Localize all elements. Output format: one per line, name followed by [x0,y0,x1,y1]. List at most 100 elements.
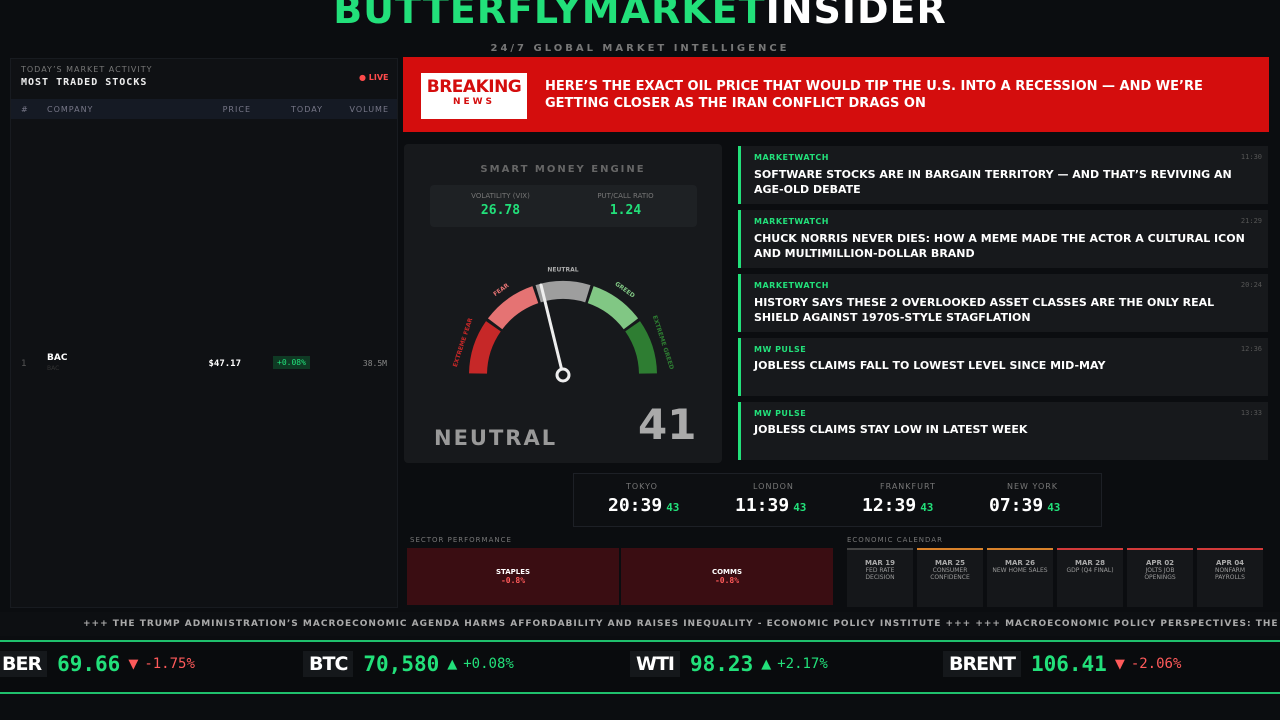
price-change: +0.08% [463,656,514,672]
price-item[interactable]: BRENT 106.41 ▼ -2.06% [943,651,1181,677]
rank: 1 [21,359,27,369]
column-header: TODAY [291,105,323,114]
news-headline: SOFTWARE STOCKS ARE IN BARGAIN TERRITORY… [754,168,1232,196]
calendar-event[interactable]: MAR 25 CONSUMER CONFIDENCE [917,548,983,607]
news-item[interactable]: MARKETWATCH 11:30 SOFTWARE STOCKS ARE IN B… [738,146,1268,204]
stock-row[interactable]: 1 BAC BAC $47.17 +0.08% 38.5M [11,351,397,377]
price-arrow: ▼ [1114,656,1125,672]
column-header: VOLUME [349,105,389,114]
news-item[interactable]: MW PULSE 12:36 JOBLESS CLAIMS FALL TO LOWE… [738,338,1268,396]
clock-time-row: 20:39 43 [608,495,679,516]
price-change: -1.75% [144,656,195,672]
column-header: # [21,105,29,114]
gauge-needle [539,283,565,377]
news-item[interactable]: MW PULSE 13:33 JOBLESS CLAIMS STAY LOW IN … [738,402,1268,460]
news-ticker: +++ THE TRUMP ADMINISTRATION’S MACROECON… [0,612,1280,636]
clock-seconds: 43 [793,501,807,514]
column-header: PRICE [222,105,251,114]
zone-label: FEAR [492,282,511,298]
price-item[interactable]: WTI 98.23 ▲ +2.17% [630,651,828,677]
clock-seconds: 43 [666,501,680,514]
table-header: # COMPANY PRICE TODAY VOLUME [11,99,397,119]
news-headline: JOBLESS CLAIMS STAY LOW IN LATEST WEEK [754,423,1028,436]
sector-name: STAPLES [495,568,531,576]
price-item[interactable]: BER 69.66 ▼ -1.75% [0,651,195,677]
event-date: APR 04 [1215,559,1245,567]
breaking-banner[interactable]: BREAKING NEWS HERE’S THE EXACT OIL PRICE… [403,57,1269,132]
clock-seconds: 43 [1047,501,1061,514]
price-ticker: BER 69.66 ▼ -1.75% BTC 70,580 ▲ +0.08% WTI 98.23 ▲… [0,640,1280,694]
calendar-event[interactable]: MAR 19 FED RATE DECISION [847,548,913,607]
price-arrow: ▲ [761,656,772,672]
news-source: MARKETWATCH [754,281,829,290]
sector-change: -0.8% [714,576,740,585]
clock-city: NEW YORK [1007,482,1059,491]
clock: TOKYO 20:39 43 [604,474,714,526]
news-item[interactable]: MARKETWATCH 21:29 CHUCK NORRIS NEVER DIES:… [738,210,1268,268]
panel-title: MOST TRADED STOCKS [21,77,148,88]
gauge-hub [555,367,571,383]
stocks-panel: TODAY’S MARKET ACTIVITY MOST TRADED STOC… [10,58,398,608]
sentiment: NEUTRAL [434,426,558,450]
sector-tile[interactable]: COMMS -0.8% [621,548,833,605]
symbol: BAC [47,353,68,363]
price-arrow: ▼ [128,656,139,672]
event-date: MAR 19 [865,559,895,567]
calendar-event[interactable]: MAR 28 GDP (Q4 FINAL) [1057,548,1123,607]
world-clocks: TOKYO 20:39 43 LONDON 11:39 43 FRANKFURT 12:39 4… [573,473,1102,527]
price-value: 70,580 [363,652,440,676]
gauge-segment [487,286,539,330]
event-date: MAR 28 [1075,559,1105,567]
news-time: 12:36 [1240,345,1262,353]
live-label: LIVE [368,73,389,82]
calendar-event[interactable]: APR 02 JOLTS JOB OPENINGS [1127,548,1193,607]
sector-title: SECTOR PERFORMANCE [410,536,512,544]
gauge-title: SMART MONEY ENGINE [480,164,646,175]
event-date: MAR 25 [935,559,965,567]
news-item[interactable]: MARKETWATCH 20:24 HISTORY SAYS THESE 2 OVE… [738,274,1268,332]
badge-top: BREAKING [426,77,522,97]
kicker: TODAY’S MARKET ACTIVITY [21,65,153,74]
calendar-event[interactable]: MAR 26 NEW HOME SALES [987,548,1053,607]
price-value: 69.66 [57,652,121,676]
tagline: 24/7 GLOBAL MARKET INTELLIGENCE [490,43,790,54]
sector-change: -0.8% [500,576,526,585]
price-change: +2.17% [777,656,828,672]
volume: 38.5M [362,359,387,368]
clock-time: 20:39 [608,495,663,516]
sector-tile[interactable]: STAPLES -0.8% [407,548,619,605]
brand-accent: INSIDER [765,0,947,32]
event-name: JOLTS JOB OPENINGS [1144,567,1176,581]
metric-label: VOLATILITY (VIX) [471,192,530,200]
event-date: MAR 26 [1005,559,1035,567]
price-item[interactable]: BTC 70,580 ▲ +0.08% [303,651,514,677]
calendar-event[interactable]: APR 04 NONFARM PAYROLLS [1197,548,1263,607]
live-indicator: ● LIVE [359,73,389,82]
breaking-headline: HERE’S THE EXACT OIL PRICE THAT WOULD TI… [545,79,1203,111]
price: $47.17 [208,359,241,369]
metric-value: 26.78 [480,203,521,218]
badge-bottom: NEWS [452,97,496,107]
news-time: 13:33 [1240,409,1262,417]
gauge-segment [535,281,591,303]
metrics-box: VOLATILITY (VIX) 26.78 PUT/CALL RATIO 1.24 [430,185,697,227]
event-name: CONSUMER CONFIDENCE [930,567,970,581]
event-name: NEW HOME SALES [992,567,1048,574]
price-symbol: BER [0,651,48,677]
gauge-panel: SMART MONEY ENGINE VOLATILITY (VIX) 26.78… [404,144,722,463]
metric-label: PUT/CALL RATIO [597,192,654,200]
price-value: 98.23 [690,652,754,676]
news-time: 11:30 [1240,153,1262,161]
clock: NEW YORK 07:39 43 [985,474,1095,526]
news-headline: HISTORY SAYS THESE 2 OVERLOOKED ASSET CL… [754,296,1215,324]
news-time: 21:29 [1240,217,1262,225]
clock-time: 11:39 [735,495,790,516]
sector-name: COMMS [711,568,743,576]
news-headline: JOBLESS CLAIMS FALL TO LOWEST LEVEL SINC… [754,359,1106,372]
breaking-badge: BREAKING NEWS [421,73,527,119]
clock: FRANKFURT 12:39 43 [858,474,968,526]
brand-name: BUTTERFLYMARKET [333,0,766,32]
news-source: MARKETWATCH [754,217,829,226]
